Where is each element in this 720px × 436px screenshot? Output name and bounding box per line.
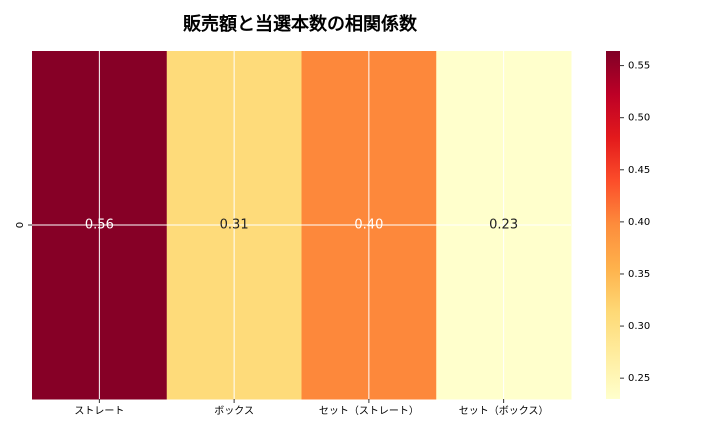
colorbar-tick-label: 0.40: [628, 217, 650, 228]
colorbar-tick-label: 0.25: [628, 373, 650, 384]
y-tick-label: 0: [15, 222, 26, 228]
colorbar-tick-label: 0.35: [628, 269, 650, 280]
colorbar: [606, 51, 620, 399]
x-tick-label: セット（ボックス）: [459, 405, 549, 417]
x-tick-label: セット（ストレート）: [319, 405, 419, 417]
value-label: 0.31: [220, 218, 249, 233]
colorbar-tick-label: 0.30: [628, 321, 650, 332]
colorbar-tick-label: 0.50: [628, 113, 650, 124]
value-label: 0.23: [489, 218, 518, 233]
chart-title: 販売額と当選本数の相関係数: [183, 13, 418, 35]
colorbar-tick-label: 0.45: [628, 165, 650, 176]
x-tick-label: ボックス: [214, 405, 254, 417]
value-label: 0.56: [85, 218, 114, 233]
value-label: 0.40: [354, 218, 383, 233]
x-tick-label: ストレート: [74, 406, 124, 417]
colorbar-tick-label: 0.55: [628, 61, 650, 72]
